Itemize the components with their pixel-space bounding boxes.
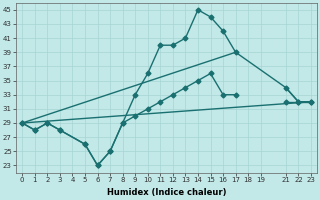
X-axis label: Humidex (Indice chaleur): Humidex (Indice chaleur)	[107, 188, 226, 197]
